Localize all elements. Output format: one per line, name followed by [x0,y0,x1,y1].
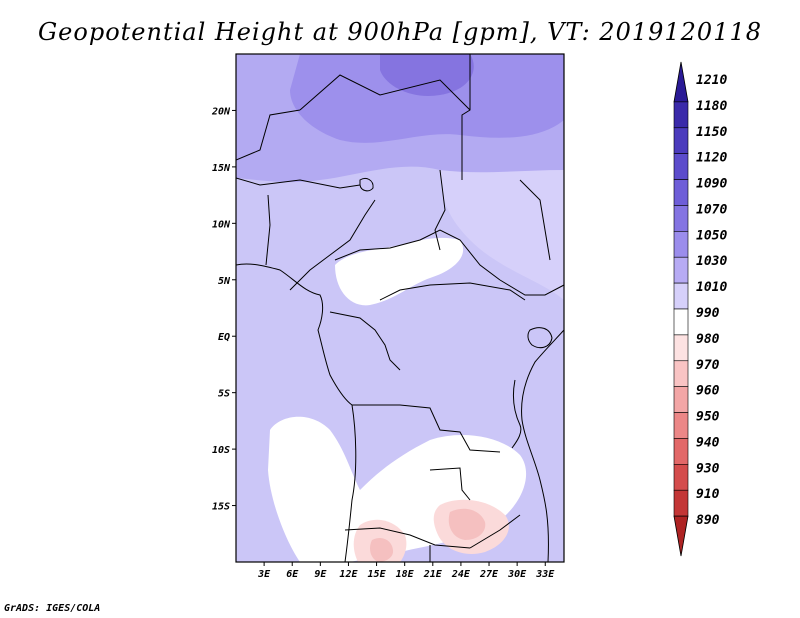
legend-swatch [673,308,689,336]
lon-tick-label: 15E [368,569,387,580]
lake-tanganyika [511,379,522,449]
border-chad-sudan [434,169,446,251]
lon-tick-label: 3E [257,569,271,580]
legend-swatch [673,231,689,258]
legend-swatch [673,412,689,439]
legend-label: 930 [696,461,720,476]
legend-swatch [673,515,689,557]
legend-label: 1120 [696,151,727,166]
legend-label: 940 [696,435,720,450]
latitude-axis: 20N 15N 10N 5N EQ 5S 10S 15S [211,106,236,513]
lake-chad [359,177,374,192]
legend-label: 980 [696,332,720,347]
legend-swatch [673,101,689,129]
map-title: Geopotential Height at 900hPa [gpm], VT:… [38,18,762,46]
legend-label: 970 [696,358,720,373]
legend-swatch [673,256,689,284]
lon-tick-label: 12E [339,569,358,580]
lon-tick-label: 27E [479,569,499,580]
coastline-east [521,329,564,562]
border-niger-algeria [299,74,471,111]
border-kenya-ethiopia [499,279,564,296]
field-north-core [290,54,564,143]
legend-label: 950 [696,410,720,425]
border-drc-north [379,282,526,301]
legend-label: 1010 [696,280,727,295]
field-northeast-pale [440,170,564,300]
legend-label: 960 [696,384,720,399]
color-legend: 1210 1180 1150 1120 1090 1070 1050 1030 1010 990 9… [673,61,727,557]
lon-tick-label: 18E [396,569,415,580]
legend-label: 1090 [696,177,727,192]
legend-swatch [673,464,689,491]
legend-label: 1180 [696,99,727,114]
lat-tick-label: 5N [218,276,231,287]
legend-swatch [673,489,689,517]
border-sudan-ethiopia [519,179,551,261]
legend-swatch [673,61,689,103]
legend-label: 890 [696,513,720,528]
boundaries [236,54,564,562]
legend-label: 1210 [696,73,727,88]
legend-swatch [673,282,689,310]
border-zambia-zimbabwe [469,514,521,549]
lat-tick-label: 15N [212,163,231,174]
legend-swatch [673,334,689,362]
legend-label: 1070 [696,202,727,217]
field-pink-core [448,508,486,540]
border-namibia [344,527,471,549]
lon-tick-label: 6E [286,569,299,580]
border-angola-zambia [429,467,471,501]
map-frame [235,53,565,563]
legend-swatch [673,360,689,387]
lon-tick-label: 30E [507,569,527,580]
coastline-west [236,263,357,562]
border-nigeria-niger [236,177,361,189]
legend-swatch [673,205,689,232]
lon-tick-label: 24E [451,569,471,580]
legend-label: 1150 [696,125,727,140]
legend-swatch [673,386,689,413]
border-nigeria-benin [265,194,271,266]
height-field [236,54,564,562]
legend-label: 990 [696,306,720,321]
legend-swatch [673,179,689,206]
border-mali [236,109,301,161]
legend-swatch [673,438,689,465]
lat-tick-label: 20N [211,106,231,117]
border-drc-angola [352,404,501,453]
border-congo [329,311,401,371]
lat-tick-label: 10N [212,219,231,230]
field-north-peak [380,54,474,96]
lake-victoria [527,327,553,349]
lon-tick-label: 21E [423,569,443,580]
legend-label: 1030 [696,254,727,269]
lon-tick-label: 9E [314,569,327,580]
lon-tick-label: 33E [535,569,555,580]
lat-tick-label: 10S [212,445,230,456]
legend-swatch [673,127,689,154]
legend-label: 910 [696,487,720,502]
legend-swatch [673,153,689,180]
longitude-axis: 3E 6E 9E 12E 15E 18E 21E 24E 27E 30E 33E [257,562,555,580]
lat-tick-label: 5S [218,389,230,400]
field-pink-core-west [370,538,394,562]
border-cameroon [289,199,376,291]
legend-label: 1050 [696,228,727,243]
border-car [334,229,501,281]
border-libya-egypt [461,54,471,180]
lat-tick-label: 15S [212,502,230,513]
lat-tick-label: EQ [218,332,230,343]
field-central-white [335,237,464,306]
grads-credit: GrADS: IGES/COLA [4,603,101,614]
